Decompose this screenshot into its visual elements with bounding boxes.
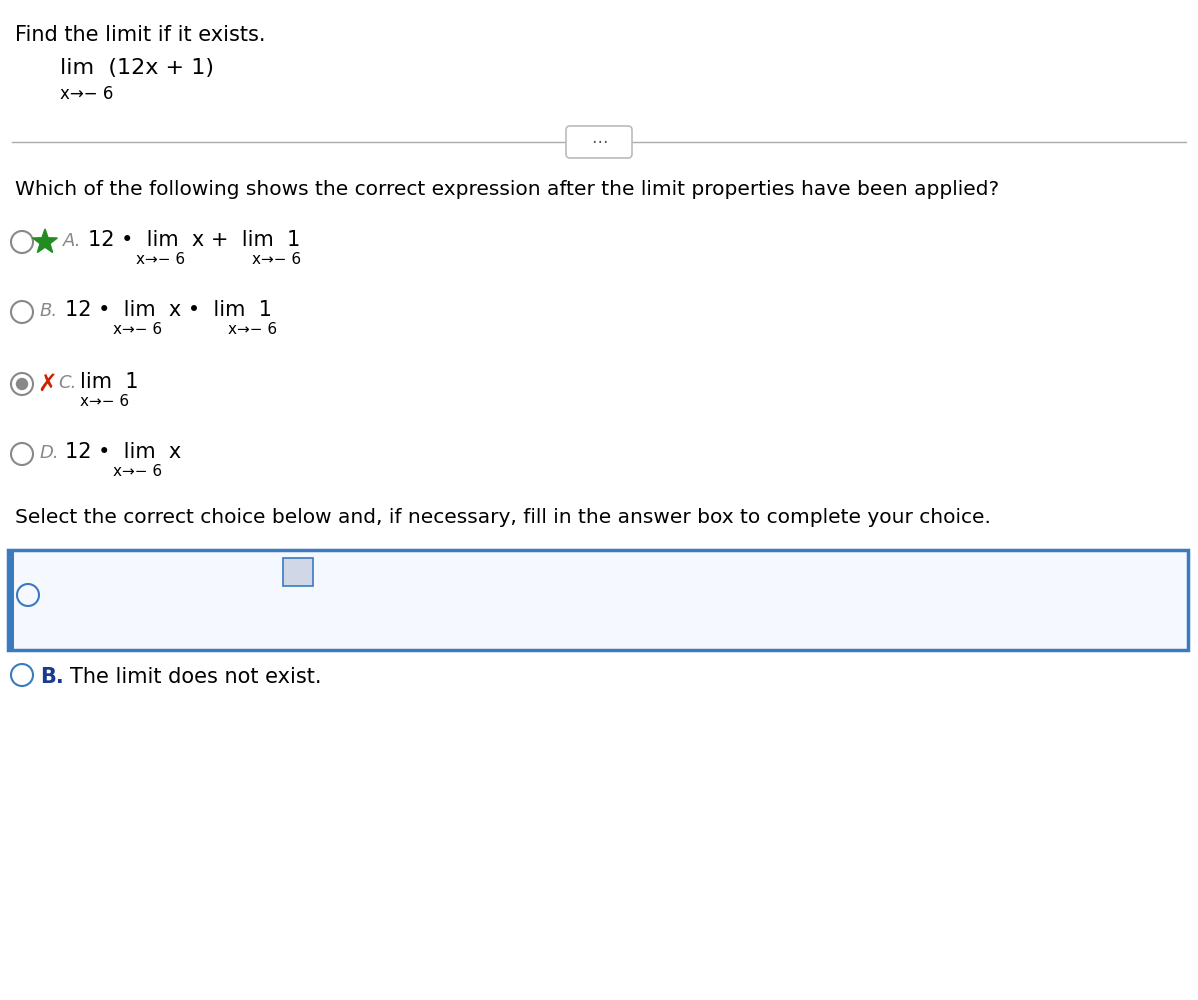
Text: The limit does not exist.: The limit does not exist.	[69, 667, 321, 687]
Text: lim  (12x + 1) =: lim (12x + 1) =	[80, 558, 264, 578]
Text: 12 •  lim  x •  lim  1: 12 • lim x • lim 1	[65, 300, 272, 320]
Text: B.: B.	[40, 667, 63, 687]
Text: A.: A.	[46, 558, 71, 578]
Text: 12 •  lim  x: 12 • lim x	[65, 442, 181, 462]
FancyBboxPatch shape	[8, 550, 1188, 650]
Text: Select the correct choice below and, if necessary, fill in the answer box to com: Select the correct choice below and, if …	[16, 508, 991, 527]
Text: 12 •  lim  x +  lim  1: 12 • lim x + lim 1	[87, 230, 301, 250]
Text: x→− 6: x→− 6	[113, 464, 162, 479]
FancyBboxPatch shape	[283, 558, 313, 586]
Text: x→− 6: x→− 6	[228, 322, 277, 337]
FancyBboxPatch shape	[565, 126, 633, 158]
Text: (Simplify your answer.): (Simplify your answer.)	[322, 558, 530, 576]
Polygon shape	[32, 229, 58, 253]
FancyBboxPatch shape	[8, 550, 14, 650]
Text: D.: D.	[40, 444, 60, 462]
Text: x→− 6: x→− 6	[60, 85, 114, 103]
Text: A.: A.	[63, 232, 81, 250]
Text: B.: B.	[40, 302, 59, 320]
Text: Which of the following shows the correct expression after the limit properties h: Which of the following shows the correct…	[16, 180, 999, 199]
Text: ✗: ✗	[37, 372, 56, 396]
Text: ⋯: ⋯	[591, 133, 607, 151]
Circle shape	[17, 378, 28, 389]
Text: C.: C.	[58, 374, 77, 392]
Text: x→− 6: x→− 6	[113, 322, 162, 337]
Text: x→− 6: x→− 6	[252, 252, 301, 267]
Text: lim  (12x + 1): lim (12x + 1)	[60, 58, 214, 78]
Text: x→− 6: x→− 6	[80, 582, 132, 597]
Text: Find the limit if it exists.: Find the limit if it exists.	[16, 25, 266, 45]
Text: x→− 6: x→− 6	[137, 252, 186, 267]
Text: x→− 6: x→− 6	[80, 394, 129, 409]
Text: lim  1: lim 1	[80, 372, 139, 392]
